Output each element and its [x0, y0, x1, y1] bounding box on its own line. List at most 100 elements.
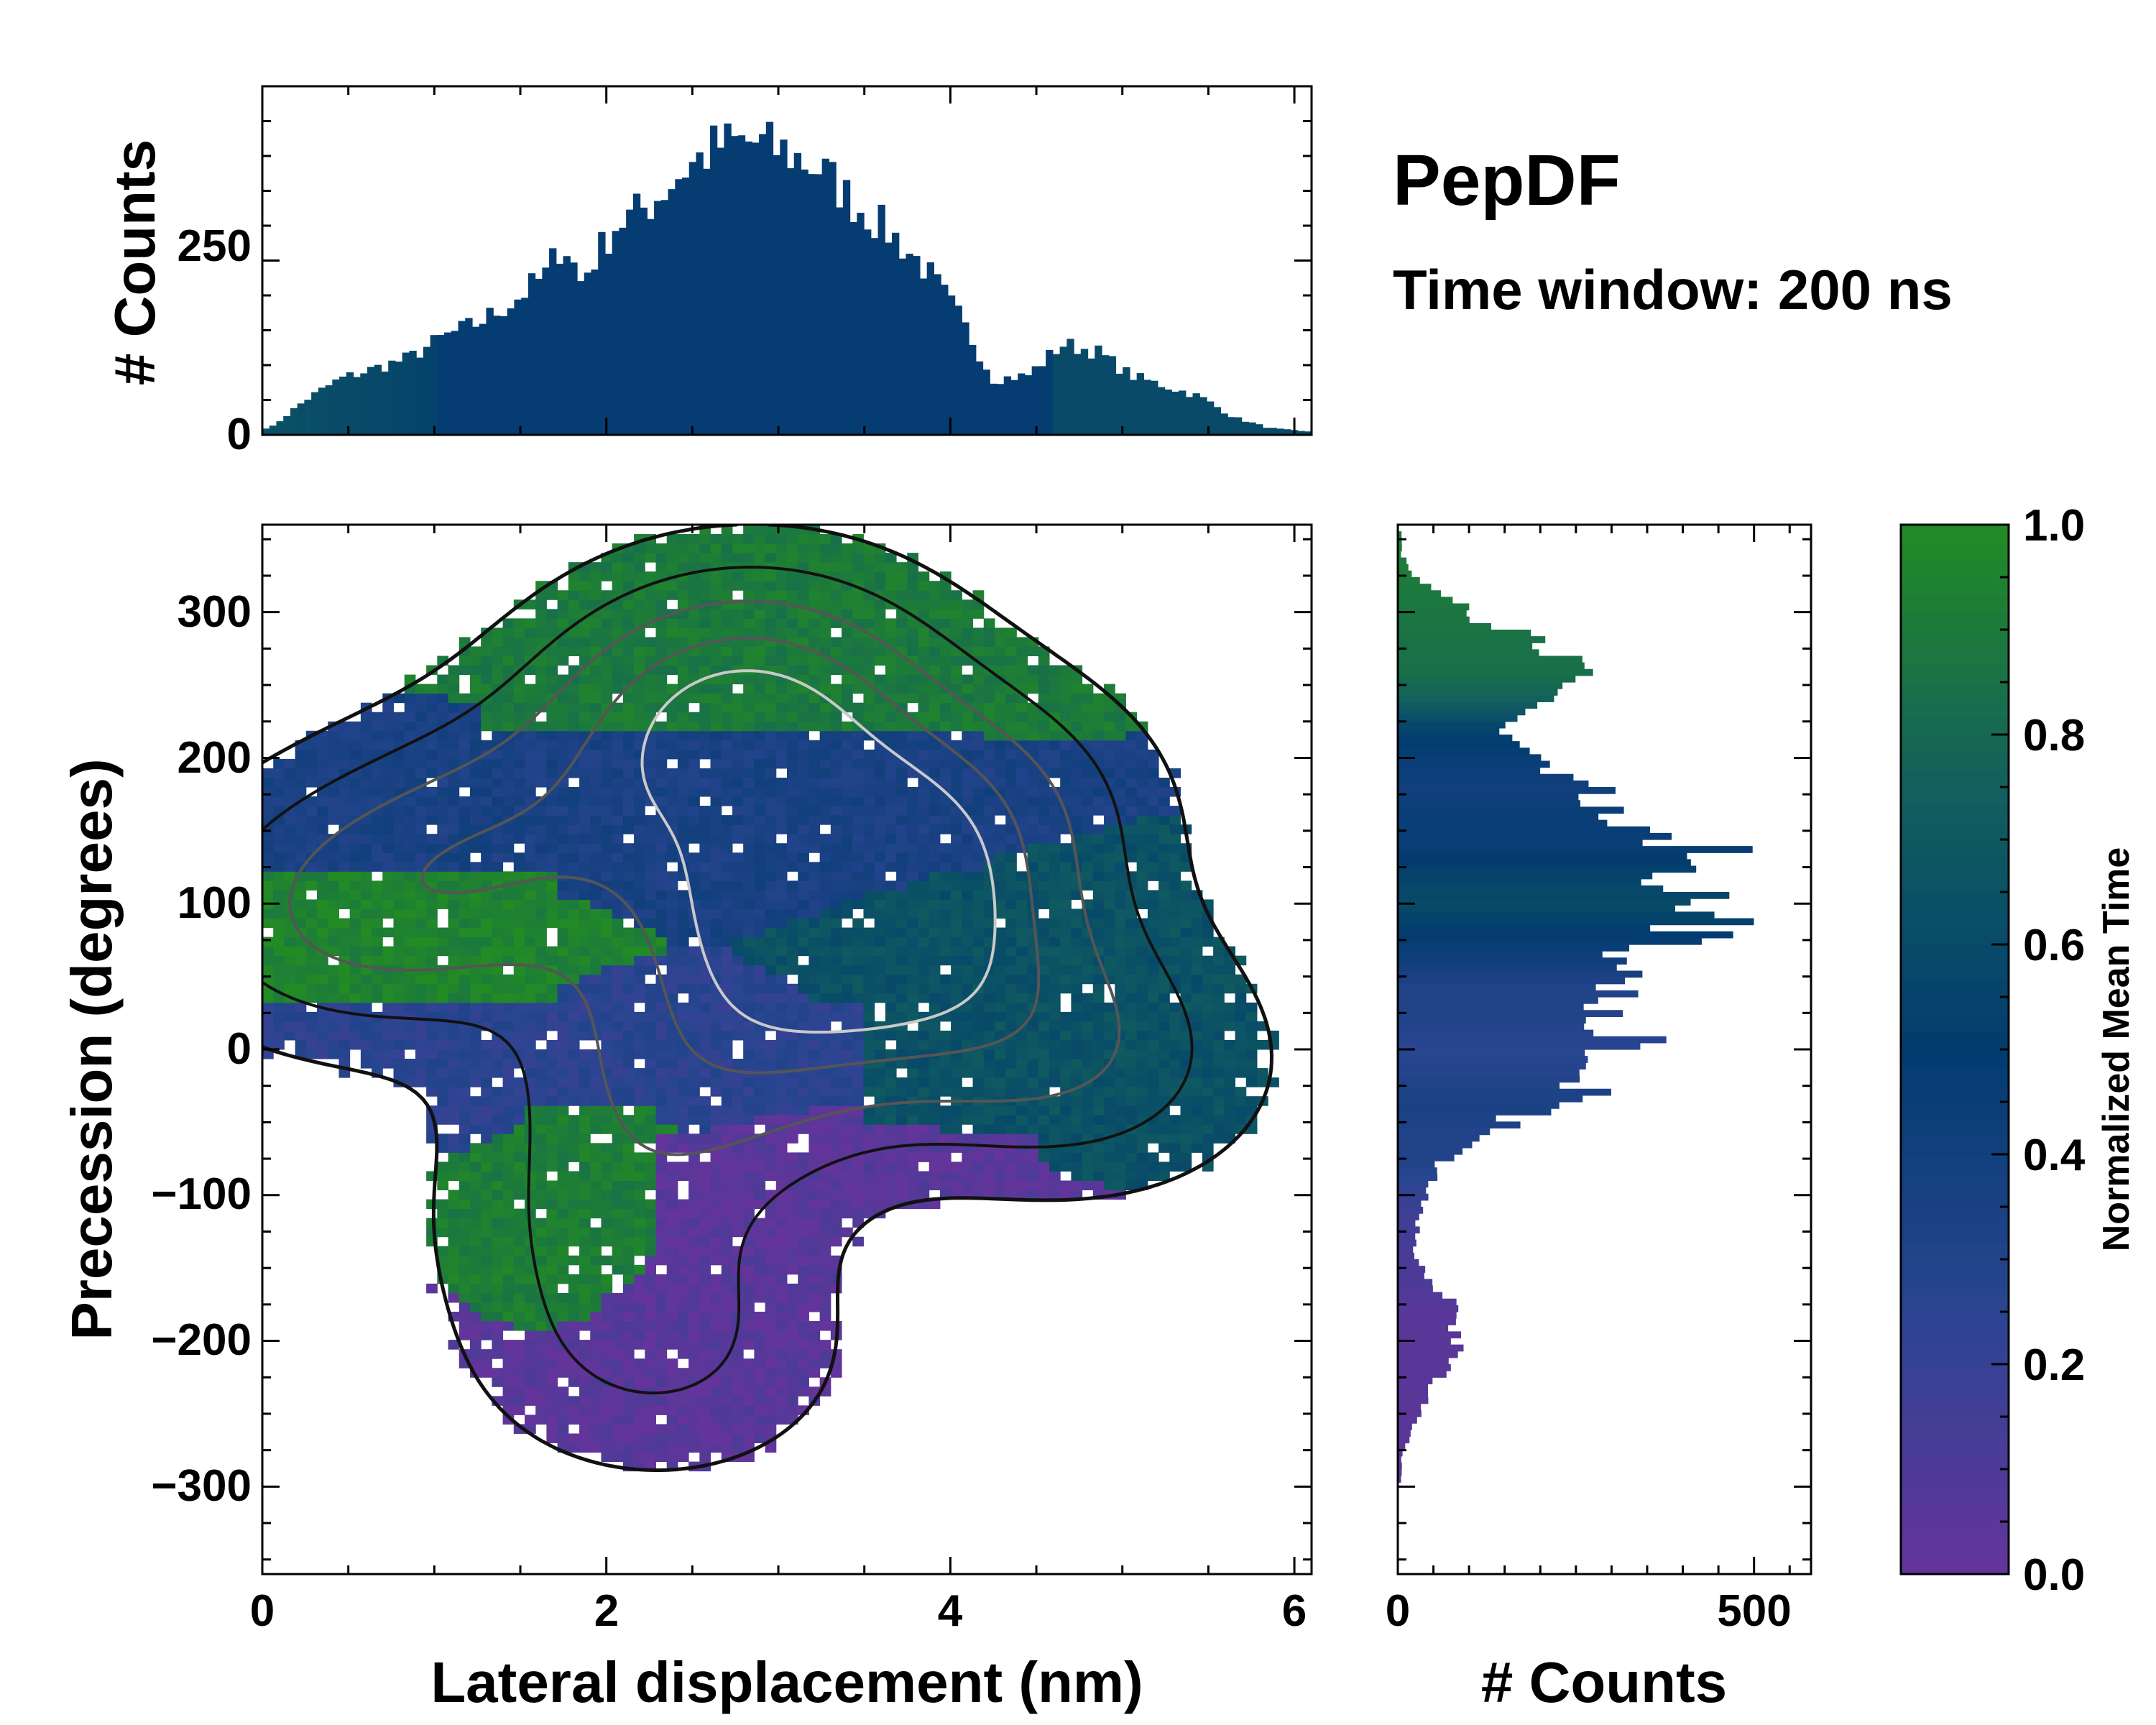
- heatmap-bin: [699, 1021, 711, 1031]
- heatmap-bin: [349, 777, 361, 788]
- heatmap-bin: [852, 1171, 864, 1181]
- heatmap-bin: [918, 796, 930, 806]
- heatmap-bin: [622, 927, 635, 938]
- heatmap-bin: [579, 983, 591, 994]
- heatmap-bin: [688, 1264, 700, 1275]
- heatmap-bin: [459, 1255, 471, 1266]
- heatmap-bin: [372, 1039, 383, 1050]
- heatmap-bin: [732, 918, 744, 929]
- heatmap-bin: [721, 908, 733, 919]
- heatmap-bin: [404, 890, 416, 900]
- heatmap-bin: [590, 1077, 602, 1087]
- heatmap-bin: [732, 1077, 744, 1087]
- top-histogram-bar: [304, 400, 312, 435]
- heatmap-bin: [743, 1208, 755, 1219]
- top-histogram-bar: [437, 335, 445, 435]
- heatmap-bin: [557, 1171, 569, 1181]
- heatmap-bin: [1202, 1096, 1214, 1106]
- heatmap-bin: [481, 1105, 492, 1116]
- heatmap-bin: [754, 815, 766, 825]
- heatmap-bin: [568, 908, 580, 919]
- heatmap-bin: [896, 918, 908, 929]
- heatmap-bin: [842, 937, 853, 947]
- heatmap-bin: [590, 937, 602, 947]
- heatmap-bin: [732, 1349, 744, 1359]
- heatmap-bin: [863, 1077, 875, 1087]
- heatmap-bin: [732, 796, 744, 806]
- heatmap-bin: [743, 1433, 755, 1443]
- heatmap-bin: [317, 1049, 328, 1059]
- heatmap-bin: [393, 749, 405, 760]
- heatmap-bin: [1071, 1152, 1083, 1162]
- heatmap-bin: [666, 806, 678, 816]
- heatmap-bin: [338, 937, 351, 947]
- heatmap-bin: [590, 1283, 602, 1294]
- heatmap-bin: [513, 890, 525, 900]
- heatmap-bin: [775, 740, 788, 750]
- heatmap-bin: [481, 1011, 492, 1022]
- heatmap-bin: [918, 806, 930, 816]
- heatmap-bin: [404, 806, 416, 816]
- heatmap-bin: [601, 974, 613, 985]
- heatmap-bin: [557, 1236, 569, 1247]
- heatmap-bin: [798, 880, 809, 891]
- heatmap-bin: [502, 1227, 515, 1238]
- heatmap-bin: [568, 1190, 580, 1200]
- heatmap-bin: [568, 1274, 580, 1284]
- heatmap-bin: [798, 1152, 809, 1162]
- heatmap-bin: [557, 1002, 569, 1013]
- heatmap-bin: [273, 1039, 285, 1050]
- heatmap-bin: [568, 1312, 580, 1322]
- heatmap-bin: [1202, 1115, 1214, 1125]
- top-histogram-bar: [290, 408, 298, 435]
- heatmap-bin: [393, 908, 405, 919]
- heatmap-bin: [328, 1030, 339, 1041]
- heatmap-bin: [513, 1002, 525, 1013]
- heatmap-bin: [546, 890, 558, 900]
- heatmap-bin: [962, 777, 974, 788]
- heatmap-bin: [612, 1246, 624, 1256]
- heatmap-bin: [1213, 1002, 1225, 1013]
- heatmap-bin: [1115, 918, 1126, 929]
- heatmap-bin: [710, 1227, 722, 1238]
- heatmap-bin: [743, 1312, 755, 1322]
- heatmap-bin: [525, 993, 536, 1003]
- heatmap-bin: [492, 1199, 504, 1210]
- heatmap-bin: [929, 824, 941, 834]
- top-histogram-bar: [954, 305, 962, 435]
- heatmap-bin: [1147, 796, 1159, 806]
- heatmap-bin: [284, 815, 296, 825]
- heatmap-bin: [721, 1312, 733, 1322]
- heatmap-bin: [798, 1302, 809, 1312]
- heatmap-bin: [557, 899, 569, 909]
- heatmap-bin: [655, 993, 668, 1003]
- heatmap-bin: [721, 1405, 733, 1415]
- heatmap-bin: [645, 824, 656, 834]
- heatmap-bin: [1049, 1002, 1061, 1013]
- heatmap-bin: [1060, 918, 1072, 929]
- heatmap-bin: [525, 899, 536, 909]
- heatmap-bin: [1136, 965, 1148, 975]
- heatmap-bin: [754, 758, 766, 769]
- heatmap-bin: [295, 974, 307, 985]
- heatmap-bin: [929, 758, 941, 769]
- heatmap-bin: [787, 1077, 798, 1087]
- heatmap-bin: [929, 1115, 941, 1125]
- heatmap-bin: [1082, 1030, 1094, 1041]
- heatmap-bin: [317, 843, 328, 853]
- heatmap-bin: [842, 974, 853, 985]
- heatmap-bin: [808, 1340, 821, 1350]
- heatmap-bin: [929, 1068, 941, 1078]
- heatmap-bin: [612, 1218, 624, 1228]
- heatmap-bin: [677, 1171, 689, 1181]
- heatmap-bin: [1202, 974, 1214, 985]
- heatmap-bin: [590, 1105, 602, 1116]
- heatmap-bin: [819, 927, 831, 938]
- heatmap-bin: [1092, 843, 1105, 853]
- heatmap-bin: [601, 843, 613, 853]
- heatmap-bin: [404, 899, 416, 909]
- top-histogram-bar: [821, 158, 829, 435]
- heatmap-bin: [1016, 955, 1028, 966]
- heatmap-bin: [830, 955, 842, 966]
- heatmap-bin: [1115, 1171, 1126, 1181]
